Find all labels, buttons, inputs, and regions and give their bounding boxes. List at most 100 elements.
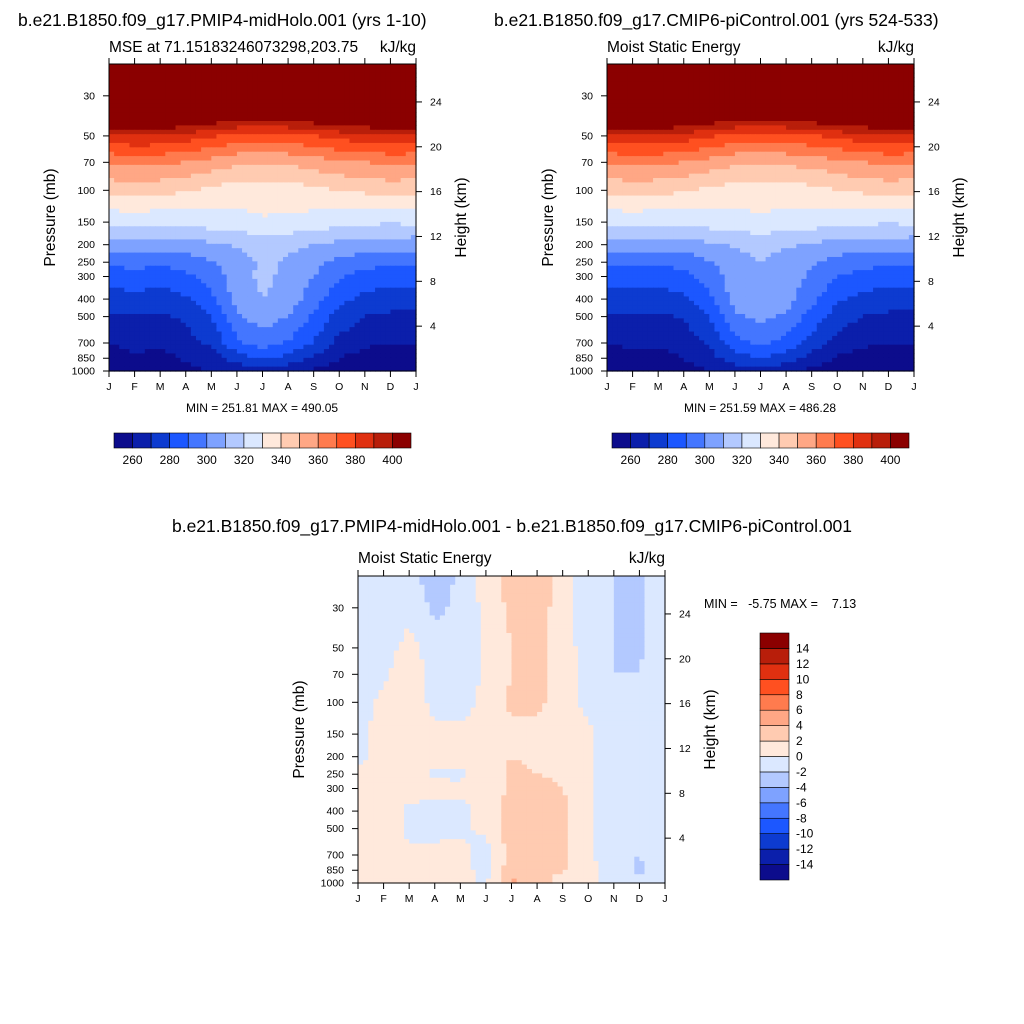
contour-cell (344, 313, 351, 319)
contour-cell (267, 313, 274, 319)
contour-cell (349, 213, 356, 219)
contour-cell (282, 142, 289, 148)
contour-cell (755, 90, 762, 96)
contour-cell (221, 309, 228, 315)
contour-cell (405, 160, 412, 166)
contour-cell (791, 85, 797, 91)
contour-cell (303, 349, 310, 355)
contour-cell (359, 344, 366, 350)
contour-cell (190, 305, 197, 311)
contour-cell (837, 107, 843, 113)
contour-cell (385, 362, 392, 368)
contour-cell (298, 292, 305, 298)
contour-cell (149, 265, 156, 271)
contour-cell (180, 366, 187, 372)
contour-cell (247, 186, 253, 192)
contour-cell (282, 230, 289, 236)
contour-cell (658, 64, 664, 69)
contour-cell (354, 94, 361, 100)
contour-cell (329, 292, 335, 298)
contour-cell (329, 287, 335, 293)
contour-cell (288, 77, 294, 83)
contour-cell (170, 243, 177, 249)
contour-cell (318, 77, 325, 83)
contour-cell (318, 270, 325, 276)
contour-cell (252, 142, 258, 148)
contour-cell (124, 318, 131, 324)
contour-cell (395, 138, 402, 144)
contour-cell (867, 85, 874, 91)
contour-cell (180, 151, 187, 157)
contour-cell (390, 340, 397, 346)
contour-cell (129, 322, 136, 328)
contour-cell (395, 287, 402, 293)
contour-cell (627, 90, 634, 96)
contour-cell (760, 81, 767, 87)
contour-cell (303, 142, 310, 148)
contour-cell (277, 221, 284, 227)
contour-cell (160, 125, 166, 131)
contour-cell (226, 331, 233, 337)
contour-cell (334, 195, 340, 201)
contour-cell (796, 77, 803, 83)
contour-cell (170, 164, 177, 170)
contour-cell (236, 160, 243, 166)
contour-cell (149, 327, 156, 333)
contour-cell (380, 125, 386, 131)
contour-cell (165, 235, 171, 241)
contour-cell (293, 151, 299, 157)
contour-cell (175, 208, 182, 214)
contour-cell (344, 353, 351, 359)
contour-cell (791, 99, 797, 105)
contour-cell (405, 313, 412, 319)
contour-cell (385, 142, 392, 148)
contour-cell (369, 362, 376, 368)
contour-cell (247, 151, 253, 157)
contour-cell (165, 85, 171, 91)
contour-cell (180, 270, 187, 276)
contour-cell (339, 68, 345, 74)
contour-cell (155, 186, 161, 192)
contour-cell (206, 164, 212, 170)
contour-cell (170, 362, 177, 368)
contour-cell (267, 349, 274, 355)
contour-cell (272, 261, 279, 267)
contour-cell (359, 327, 366, 333)
contour-cell (160, 151, 166, 157)
contour-cell (282, 278, 289, 284)
contour-cell (242, 107, 248, 113)
contour-cell (149, 156, 156, 162)
contour-cell (334, 344, 340, 350)
contour-cell (134, 138, 141, 144)
contour-cell (267, 169, 274, 175)
contour-cell (369, 235, 376, 241)
contour-cell (410, 349, 417, 355)
contour-cell (329, 261, 335, 267)
contour-cell (119, 125, 125, 131)
contour-cell (888, 99, 895, 105)
contour-cell (160, 134, 166, 140)
contour-cell (114, 318, 120, 324)
contour-cell (180, 156, 187, 162)
contour-cell (375, 252, 381, 258)
contour-cell (226, 349, 233, 355)
contour-cell (175, 85, 182, 91)
contour-cell (144, 322, 151, 328)
contour-cell (908, 64, 915, 69)
contour-cell (395, 305, 402, 311)
contour-cell (211, 292, 218, 298)
contour-cell (329, 309, 335, 315)
panel-1-plot-area: J F M A M J J A S O N D J305070100150200250300400500… (42, 58, 470, 393)
contour-cell (109, 349, 115, 355)
contour-cell (339, 138, 345, 144)
contour-cell (267, 77, 274, 83)
contour-cell (124, 160, 131, 166)
contour-cell (175, 164, 182, 170)
contour-cell (653, 68, 659, 74)
contour-cell (405, 252, 412, 258)
contour-cell (354, 362, 361, 368)
contour-cell (344, 195, 351, 201)
contour-cell (380, 344, 386, 350)
contour-cell (206, 318, 212, 324)
contour-cell (180, 107, 187, 113)
